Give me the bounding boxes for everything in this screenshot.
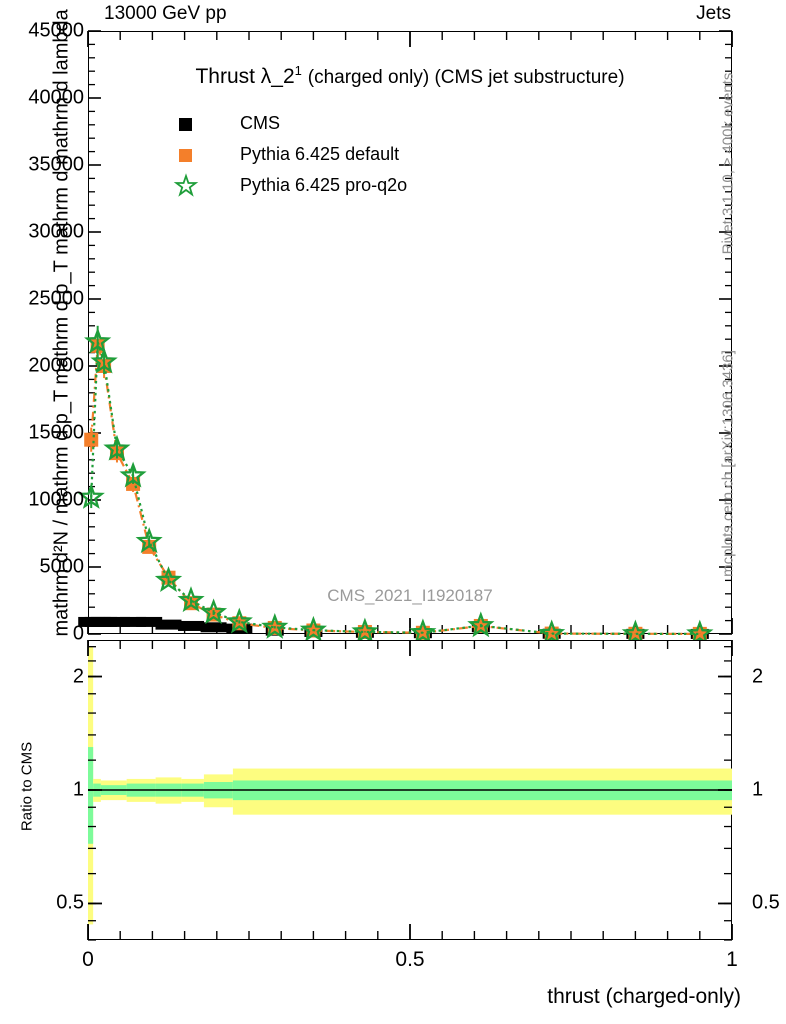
legend-key-cms bbox=[148, 114, 226, 134]
x-tick-label: 1 bbox=[726, 948, 738, 971]
header-category-label: Jets bbox=[696, 3, 731, 24]
y-tick-label: 35000 bbox=[28, 153, 84, 176]
main-axis-ticks bbox=[87, 30, 733, 635]
y-tick-label: 40000 bbox=[28, 86, 84, 109]
x-tick-label: 0.5 bbox=[395, 948, 425, 971]
plot-title: Thrust λ_21 (charged only) (CMS jet subs… bbox=[88, 63, 732, 89]
y-tick-label: 15000 bbox=[28, 421, 84, 444]
legend-label-pythia-default: Pythia 6.425 default bbox=[240, 144, 400, 164]
legend-item-cms[interactable]: CMS bbox=[148, 108, 407, 139]
legend-item-pythia-proq2o[interactable]: Pythia 6.425 pro-q2o bbox=[148, 170, 407, 201]
plot-title-main: Thrust λ_2 bbox=[195, 65, 295, 88]
y-tick-label: 45000 bbox=[28, 19, 84, 42]
x-axis-title: thrust (charged-only) bbox=[547, 985, 741, 1008]
ratio-uncertainty-bands bbox=[88, 646, 732, 925]
square-marker-icon bbox=[179, 148, 192, 162]
ratio-y-tick-label: 2 bbox=[72, 665, 84, 688]
y-tick-label: 25000 bbox=[28, 287, 84, 310]
star-marker-icon bbox=[173, 172, 199, 197]
ratio-y-tick-labels-left: 0.5 1 2 bbox=[0, 640, 84, 940]
x-axis-tick-labels: 0 0.5 1 bbox=[82, 948, 738, 978]
rivet-version-note: Rivet 3.1.10, ≥ 400k events bbox=[719, 72, 737, 255]
x-tick-label: 0 bbox=[82, 948, 94, 971]
mcplots-reference-note: mcplots.cern.ch [arXiv:1306.3436] bbox=[719, 350, 737, 577]
analysis-id-watermark: CMS_2021_I1920187 bbox=[327, 586, 493, 605]
main-plot-panel bbox=[88, 31, 732, 634]
legend: CMS Pythia 6.425 default Pythia 6.425 pr… bbox=[148, 108, 407, 201]
legend-item-pythia-default[interactable]: Pythia 6.425 default bbox=[148, 139, 407, 170]
ratio-y-tick-label-right: 2 bbox=[752, 665, 764, 688]
ratio-y-tick-label-right: 1 bbox=[752, 778, 764, 801]
ratio-y-tick-label: 0.5 bbox=[56, 891, 84, 914]
plot-title-exponent: 1 bbox=[294, 63, 302, 78]
ratio-y-tick-label: 1 bbox=[72, 778, 84, 801]
square-marker-icon bbox=[179, 117, 192, 131]
main-data-series bbox=[77, 325, 714, 646]
y-tick-label: 30000 bbox=[28, 220, 84, 243]
y-tick-label: 20000 bbox=[28, 354, 84, 377]
y-tick-label: 0 bbox=[72, 622, 84, 645]
y-tick-label: 5000 bbox=[39, 555, 85, 578]
ratio-axis-ticks bbox=[87, 640, 733, 941]
ratio-y-tick-label-right: 0.5 bbox=[752, 891, 780, 914]
main-y-tick-labels: 0 5000 10000 15000 20000 25000 30000 35000 40000… bbox=[0, 20, 85, 645]
legend-label-pythia-proq2o: Pythia 6.425 pro-q2o bbox=[240, 175, 408, 195]
legend-label-cms: CMS bbox=[240, 113, 280, 133]
legend-key-pythia-default bbox=[148, 145, 226, 165]
y-tick-label: 10000 bbox=[28, 488, 84, 511]
plot-title-rest: (charged only) (CMS jet substructure) bbox=[307, 67, 625, 88]
header-energy-label: 13000 GeV pp bbox=[104, 3, 227, 24]
legend-key-pythia-proq2o bbox=[148, 172, 226, 197]
ratio-y-tick-labels-right: 0.5 1 2 bbox=[740, 640, 786, 940]
